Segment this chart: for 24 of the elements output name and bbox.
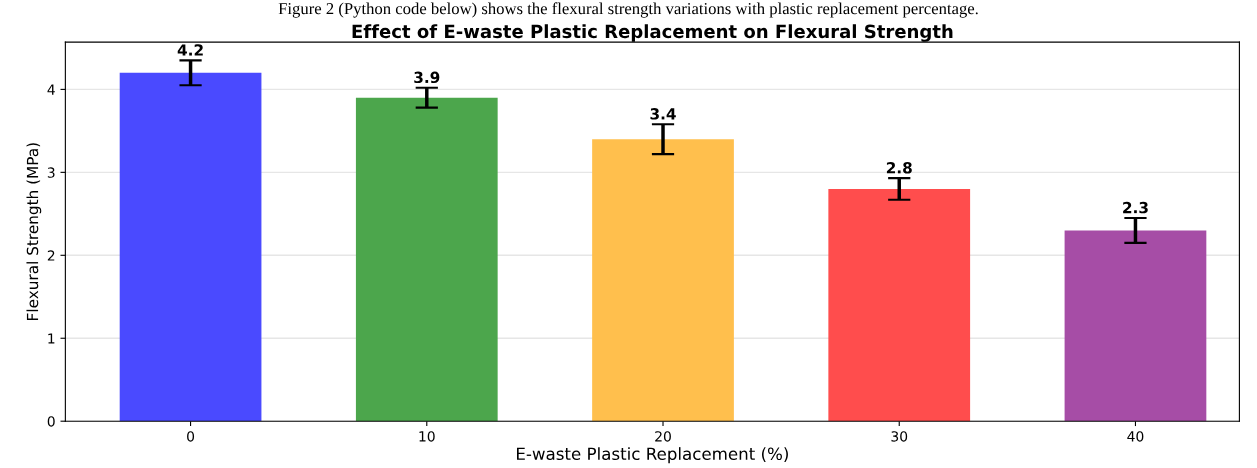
data-label: 2.3 (1123, 201, 1148, 214)
data-label: 4.2 (177, 44, 203, 56)
data-label: 3.4 (650, 108, 676, 120)
bar (592, 139, 734, 422)
x-tick-label: 0 (187, 431, 195, 442)
x-tick-label: 40 (1127, 431, 1144, 442)
chart-title: Effect of E-waste Plastic Replacement on Flexural Strength (352, 24, 953, 42)
y-tick-label: 2 (47, 250, 55, 261)
bar (828, 188, 971, 422)
x-axis-title: E-waste Plastic Replacement (%) (517, 447, 788, 464)
bar (119, 72, 262, 422)
y-tick-label: 4 (47, 84, 55, 95)
x-tick-label: 10 (419, 431, 435, 442)
x-tick-label: 20 (655, 431, 671, 442)
data-label: 3.9 (414, 71, 440, 84)
bar (1064, 230, 1207, 422)
bar (355, 97, 498, 422)
data-label: 2.8 (886, 161, 912, 174)
y-tick-label: 0 (47, 416, 55, 427)
y-tick-label: 3 (47, 167, 55, 178)
x-tick-label: 30 (891, 431, 908, 442)
y-axis-title: Flexural Strength (MPa) (26, 143, 42, 320)
y-tick-label: 1 (48, 333, 55, 344)
caption: Figure 2 (Python code below) shows the flexural strength variations with plastic replacement percentage. (278, 2, 978, 18)
